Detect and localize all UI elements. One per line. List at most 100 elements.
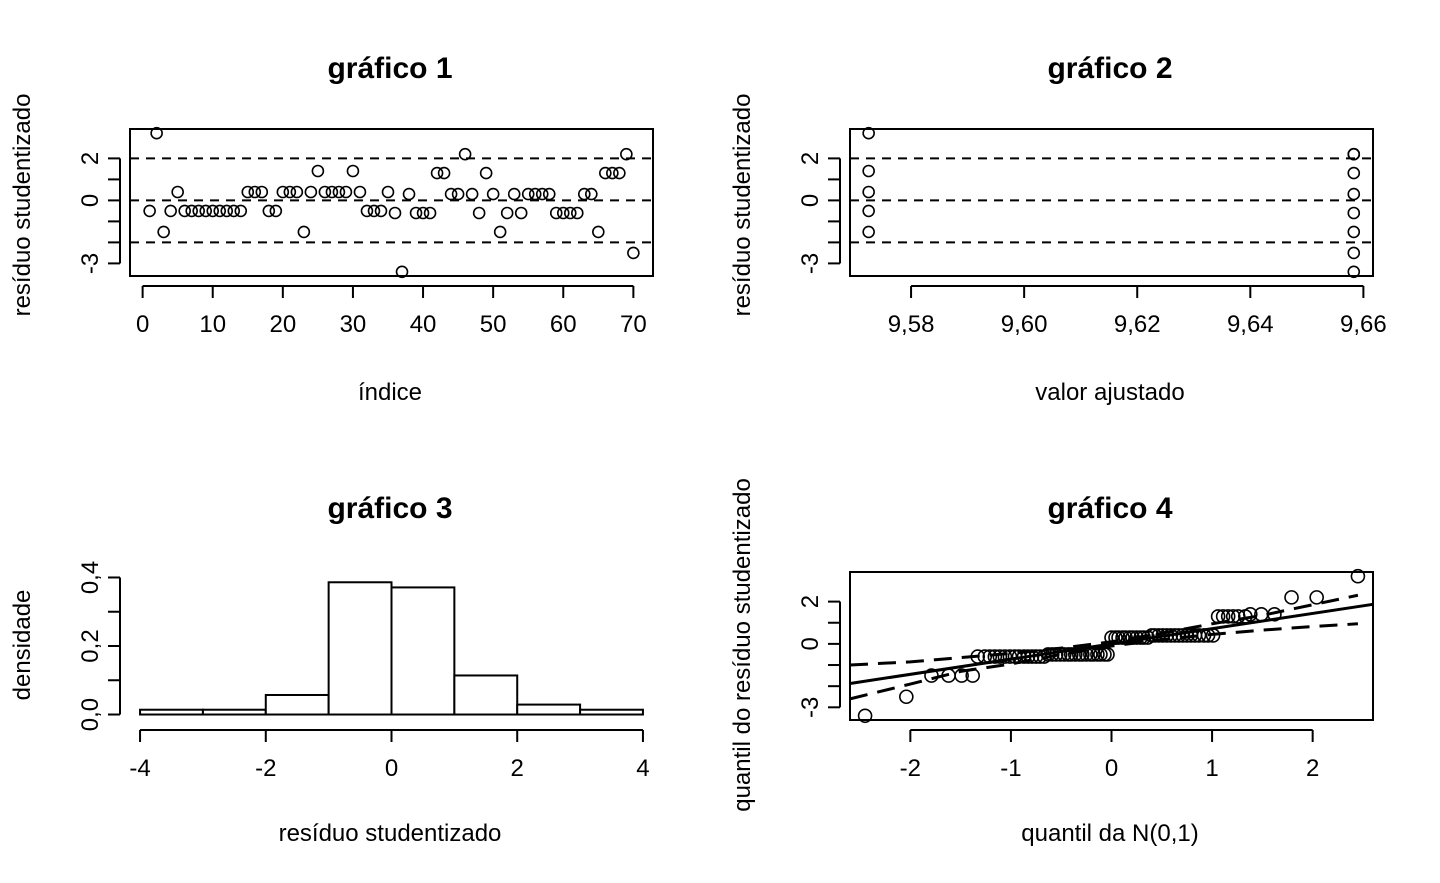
data-point [297,225,311,239]
data-point [486,187,500,201]
data-point [1196,628,1212,643]
data-point [924,668,939,683]
data-point [199,204,213,218]
data-point [1242,606,1258,622]
data-point [1111,630,1126,645]
data-point [1129,630,1144,645]
data-point [1104,630,1119,645]
data-point [1136,630,1151,645]
data-point [620,147,633,161]
data-point [423,206,437,220]
x-tick-label: 2 [1306,755,1319,782]
data-point [599,166,612,180]
x-tick-label: 9,66 [1340,311,1387,338]
data-point [1347,206,1361,220]
data-point [1225,609,1241,624]
data-point [1155,628,1171,643]
y-axis-label: densidade [9,590,36,701]
histogram-bar [516,703,582,716]
y-axis-label: resíduo studentizado [9,94,36,317]
y-tick-label: 0 [797,194,824,207]
data-point [954,668,969,683]
y-tick-label: 0,2 [77,629,104,662]
x-tick-label: 9,64 [1227,311,1274,338]
data-point [1052,647,1068,662]
data-point [241,185,255,199]
chart-title: gráfico 3 [327,492,452,525]
x-tick-label: -1 [1000,755,1021,782]
data-point [542,187,556,201]
data-point [1163,628,1179,643]
plot-frame [849,571,1374,721]
data-point [1093,647,1108,662]
y-tick-label: 2 [77,152,104,165]
data-point [1016,649,1032,664]
data-point [987,649,1003,664]
x-tick-label: -2 [900,755,921,782]
x-axis-label: valor ajustado [1035,379,1184,406]
data-point [563,206,577,220]
panel-grafico-3: gráfico 3 resíduo studentizado densidade… [9,492,650,847]
plot-frame [129,128,654,277]
data-point [500,206,514,220]
data-point [1147,628,1163,643]
data-point [332,185,346,199]
data-point [1284,590,1299,605]
y-tick-label: -3 [77,253,104,274]
data-point [1309,590,1324,605]
histogram-bar [264,693,330,716]
y-tick-label: 0,0 [77,698,104,731]
data-point [325,185,339,199]
data-point [570,206,584,220]
x-tick-label: 1 [1205,755,1218,782]
x-tick-label: 40 [410,311,437,338]
data-point [479,166,493,180]
y-tick-label: 2 [797,152,824,165]
plot-frame [849,128,1374,277]
data-point [402,187,416,201]
data-point [1048,647,1064,662]
envelope-lower [849,622,1359,701]
data-point [493,225,507,239]
data-point [556,206,570,220]
data-point [220,204,234,218]
data-point [178,204,191,218]
data-point [1125,630,1140,645]
x-tick-label: 9,60 [1001,311,1048,338]
data-point [227,204,241,218]
data-point [862,164,875,178]
x-tick-label: 0 [1105,755,1118,782]
x-tick-label: -2 [255,755,276,782]
data-point [1024,649,1040,664]
data-point [311,164,325,178]
data-point [388,206,402,220]
data-point [1347,166,1361,180]
data-point [992,649,1008,664]
data-point [458,147,472,161]
data-point [262,204,276,218]
y-axis-label: resíduo studentizado [729,94,756,317]
x-tick-label: 10 [199,311,226,338]
data-point [1020,649,1036,664]
data-point [862,126,875,140]
data-point [1002,649,1018,664]
y-axis-label: quantil do resíduo studentizado [729,478,756,812]
data-point [171,185,184,199]
data-point [1056,647,1072,662]
data-point [1167,628,1183,643]
x-axis-label: quantil da N(0,1) [1021,820,1198,847]
data-point [1347,246,1361,260]
data-point [234,204,248,218]
data-point [1118,630,1133,645]
data-point [1175,628,1191,643]
x-axis-label: resíduo studentizado [279,820,502,847]
x-tick-label: 2 [511,755,524,782]
data-point [192,204,206,218]
data-point [367,204,381,218]
data-point [143,204,156,218]
data-point [514,206,528,220]
data-point [549,206,563,220]
x-tick-label: -4 [129,755,150,782]
data-point [577,187,591,201]
y-tick-label: 0 [797,637,824,650]
